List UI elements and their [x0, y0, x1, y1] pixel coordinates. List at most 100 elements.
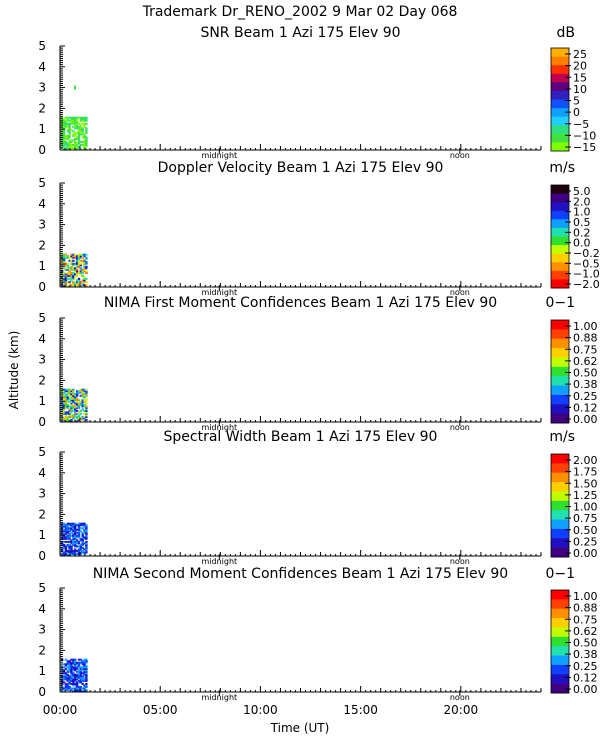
colorbar-tick-label: 0.75: [573, 613, 598, 626]
data-cell: [64, 393, 68, 396]
data-cell: [75, 687, 79, 690]
data-cell: [66, 391, 69, 394]
data-cell: [81, 256, 84, 259]
data-cell: [74, 527, 77, 530]
colorbar-swatch: [551, 655, 569, 666]
data-cell: [66, 128, 69, 131]
data-cell: [79, 271, 82, 274]
data-cell: [62, 672, 66, 675]
data-cell: [79, 681, 82, 684]
data-cell: [83, 133, 86, 136]
data-cell: [62, 419, 66, 421]
data-cell: [79, 264, 82, 267]
data-cell: [75, 536, 79, 539]
data-cell: [79, 270, 82, 273]
data-cell: [85, 543, 88, 546]
data-cell: [68, 669, 71, 672]
data-cell: [83, 396, 86, 399]
data-cell: [72, 522, 75, 525]
data-cell: [72, 681, 75, 684]
data-cell: [83, 268, 86, 271]
colorbar-swatch: [551, 547, 569, 558]
data-cell: [68, 394, 71, 397]
data-cell: [77, 133, 81, 136]
data-cell: [81, 534, 84, 537]
data-cell: [75, 684, 79, 687]
data-cell: [77, 658, 81, 661]
data-cell: [64, 673, 68, 676]
data-cell: [72, 400, 75, 403]
data-cell: [72, 675, 75, 678]
data-cell: [74, 531, 77, 534]
y-tick-label: 4: [38, 466, 46, 480]
data-cell: [83, 685, 86, 688]
data-cell: [77, 675, 81, 678]
data-cell: [79, 119, 82, 122]
data-cell: [77, 661, 81, 664]
data-cell: [61, 685, 64, 688]
data-cell: [70, 551, 73, 554]
data-cell: [61, 128, 64, 131]
data-cell: [81, 136, 84, 139]
data-cell: [72, 676, 75, 679]
data-cell: [66, 390, 69, 393]
data-cell: [75, 124, 79, 127]
data-cell: [62, 545, 66, 548]
colorbar-tick-label: 0.88: [573, 602, 598, 615]
data-cell: [81, 270, 84, 273]
data-cell: [85, 122, 88, 125]
colorbar-swatch: [551, 674, 569, 685]
data-cell: [77, 531, 81, 534]
y-ticks: 0 1 2 3 4 5: [38, 445, 65, 563]
heatmap-cells: [61, 253, 88, 288]
data-cell: [72, 256, 75, 259]
data-cell: [83, 670, 86, 673]
data-cell: [81, 118, 84, 121]
data-cell: [61, 388, 64, 391]
data-cell: [83, 528, 86, 531]
data-cell: [66, 551, 69, 554]
heatmap-cells: [61, 388, 88, 423]
data-cell: [62, 553, 66, 555]
data-cell: [64, 256, 68, 259]
data-cell: [74, 664, 77, 667]
data-cell: [62, 128, 66, 131]
data-cell: [81, 546, 84, 549]
data-cell: [79, 128, 82, 131]
data-cell: [62, 119, 66, 122]
data-cell: [75, 689, 79, 691]
data-cell: [64, 675, 68, 678]
data-cell: [75, 553, 79, 555]
data-cell: [81, 675, 84, 678]
data-cell: [83, 145, 86, 148]
data-cell: [70, 545, 73, 548]
data-cell: [61, 527, 64, 530]
data-cell: [81, 403, 84, 406]
colorbar-tick-label: 10: [573, 83, 587, 96]
data-cell: [77, 147, 81, 149]
data-cell: [70, 118, 73, 121]
data-cell: [70, 271, 73, 274]
data-cell: [77, 402, 81, 405]
data-cell: [72, 390, 75, 393]
data-cell: [79, 524, 82, 527]
data-cell: [62, 405, 66, 408]
colorbar-tick-label: −0.5: [573, 257, 600, 270]
data-cell: [85, 258, 88, 261]
data-cell: [75, 127, 79, 130]
data-cell: [70, 399, 73, 402]
data-cell: [75, 666, 79, 669]
data-cell: [64, 676, 68, 679]
data-cell: [85, 136, 88, 139]
data-cell: [85, 116, 88, 119]
data-cell: [79, 543, 82, 546]
data-cell: [81, 666, 84, 669]
data-cell: [75, 685, 79, 688]
data-cell: [85, 267, 88, 270]
data-cell: [83, 258, 86, 261]
data-cell: [62, 258, 66, 261]
data-cell: [81, 543, 84, 546]
data-cell: [79, 551, 82, 554]
data-cell: [85, 419, 88, 421]
data-cell: [77, 145, 81, 148]
